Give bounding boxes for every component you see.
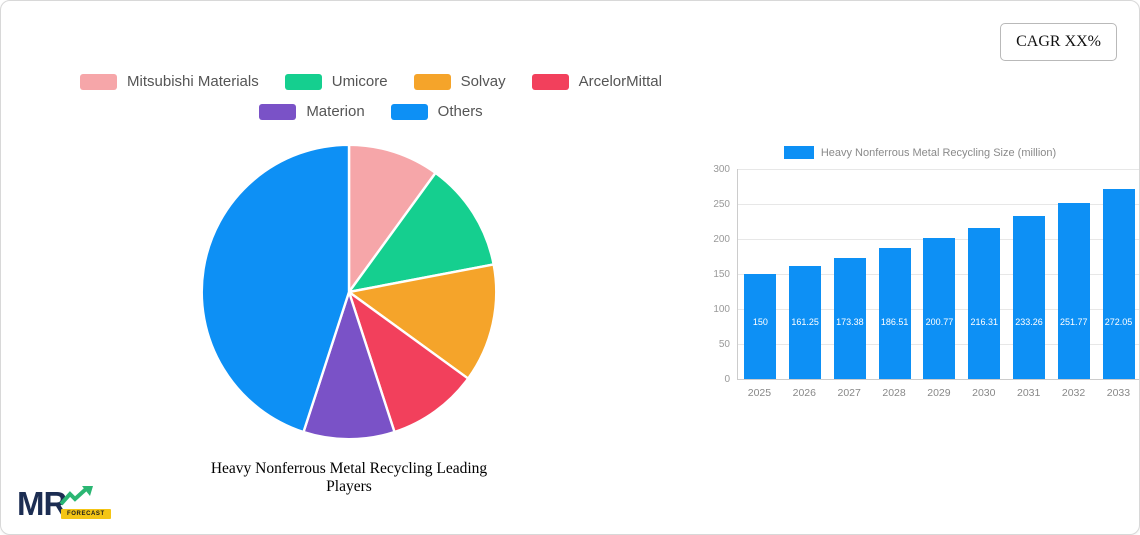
bar-value-label: 200.77 xyxy=(925,317,954,327)
x-axis-label: 2033 xyxy=(1106,387,1131,399)
x-axis-label: 2032 xyxy=(1061,387,1086,399)
bar-chart-legend[interactable]: Heavy Nonferrous Metal Recycling Size (m… xyxy=(699,146,1139,159)
x-axis-label: 2025 xyxy=(747,387,772,399)
bar-plot-area: 150 161.25 173.38 186.51 200.77 216.31 233.26 2… xyxy=(737,169,1139,380)
legend-swatch-mitsubishi-materials xyxy=(80,73,118,90)
bar-2026[interactable]: 161.25 xyxy=(789,266,822,379)
x-axis-label: 2030 xyxy=(972,387,996,399)
legend-swatch-arcelormittal xyxy=(531,73,569,90)
pie-chart-container: Heavy Nonferrous Metal Recycling Leading… xyxy=(194,137,504,496)
logo-arrow-icon xyxy=(59,486,93,506)
x-axis-label: 2027 xyxy=(837,387,861,399)
y-tick-label: 300 xyxy=(713,164,730,175)
bar-chart-container: Heavy Nonferrous Metal Recycling Size (m… xyxy=(699,146,1139,399)
x-axis: 2025 2026 2027 2028 2029 2030 2031 2032 2033 xyxy=(737,387,1139,399)
y-tick-label: 0 xyxy=(724,374,730,385)
y-axis: 0 50 100 150 200 250 300 xyxy=(699,164,737,385)
x-axis-label: 2029 xyxy=(927,387,951,399)
legend-swatch-materion xyxy=(259,103,297,120)
cagr-badge: CAGR XX% xyxy=(1000,23,1117,61)
bar-value-label: 186.51 xyxy=(880,317,909,327)
bar-legend-swatch xyxy=(783,146,814,159)
bar-2029[interactable]: 200.77 xyxy=(923,238,956,379)
legend-swatch-others xyxy=(390,103,428,120)
y-tick-label: 100 xyxy=(713,304,730,315)
bar-legend-label: Heavy Nonferrous Metal Recycling Size (m… xyxy=(820,146,1057,159)
gridline xyxy=(738,204,1139,205)
bar-2028[interactable]: 186.51 xyxy=(878,248,911,379)
legend-item-others[interactable]: Others xyxy=(390,103,483,120)
legend-label: Others xyxy=(437,103,483,120)
legend-swatch-umicore xyxy=(284,73,322,90)
bar-value-label: 150 xyxy=(752,317,768,327)
bars: 150 161.25 173.38 186.51 200.77 216.31 233.26 2… xyxy=(738,169,1139,379)
bar-2032[interactable]: 251.77 xyxy=(1057,202,1090,379)
x-axis-label: 2026 xyxy=(792,387,816,399)
legend-label: Umicore xyxy=(331,73,388,90)
logo-forecast-badge: FORECAST xyxy=(61,509,111,519)
pie-slice-arcelormittal[interactable] xyxy=(347,290,470,434)
bar-plot-row: 0 50 100 150 200 250 300 150 161.25 173.38 186.51… xyxy=(699,164,1139,385)
y-tick-label: 250 xyxy=(713,199,730,210)
pie-slice-solvay[interactable] xyxy=(347,263,498,380)
x-axis-label: 2028 xyxy=(882,387,906,399)
pie-title: Heavy Nonferrous Metal Recycling Leading… xyxy=(210,460,488,495)
pie-slice-umicore[interactable] xyxy=(347,171,495,294)
legend-item-mitsubishi-materials[interactable]: Mitsubishi Materials xyxy=(80,73,259,90)
pie-slice-materion[interactable] xyxy=(302,290,396,441)
legend-item-arcelormittal[interactable]: ArcelorMittal xyxy=(531,73,662,90)
mr-forecast-logo: MR FORECAST xyxy=(17,485,117,529)
bar-2033[interactable]: 272.05 xyxy=(1102,188,1135,379)
pie-chart[interactable] xyxy=(194,137,504,447)
legend-label: Materion xyxy=(306,103,365,120)
bar-value-label: 173.38 xyxy=(836,317,864,327)
legend-swatch-solvay xyxy=(413,73,451,90)
legend-item-materion[interactable]: Materion xyxy=(259,103,365,120)
bar-2031[interactable]: 233.26 xyxy=(1012,215,1045,379)
logo-mr-text: MR xyxy=(17,485,67,522)
pie-slice-mitsubishi-materials[interactable] xyxy=(347,143,437,294)
pie-legend: Mitsubishi Materials Umicore Solvay Arcelor… xyxy=(21,73,721,120)
pie-slice-others[interactable] xyxy=(200,143,351,434)
y-tick-label: 50 xyxy=(718,339,730,350)
gridline xyxy=(738,169,1139,170)
y-tick-label: 150 xyxy=(713,269,730,280)
legend-label: ArcelorMittal xyxy=(578,73,662,90)
legend-item-solvay[interactable]: Solvay xyxy=(413,73,506,90)
bar-value-label: 251.77 xyxy=(1059,317,1088,327)
legend-item-umicore[interactable]: Umicore xyxy=(284,73,388,90)
x-axis-label: 2031 xyxy=(1017,387,1041,399)
legend-label: Mitsubishi Materials xyxy=(127,73,259,90)
bar-value-label: 216.31 xyxy=(970,317,998,327)
y-tick-label: 200 xyxy=(713,234,730,245)
bar-value-label: 233.26 xyxy=(1015,317,1043,327)
legend-label: Solvay xyxy=(460,73,506,90)
bar-2025[interactable]: 150 xyxy=(744,274,777,379)
bar-2027[interactable]: 173.38 xyxy=(833,257,866,379)
bar-value-label: 272.05 xyxy=(1104,317,1133,327)
bar-2030[interactable]: 216.31 xyxy=(968,227,1001,379)
bar-value-label: 161.25 xyxy=(791,317,819,327)
